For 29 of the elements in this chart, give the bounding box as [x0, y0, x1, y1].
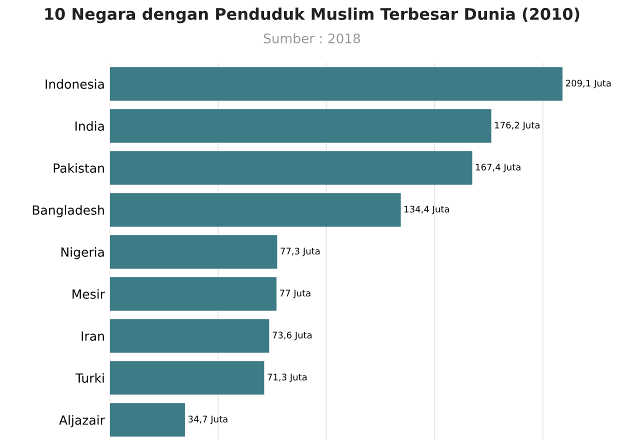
y-tick-label: Mesir — [72, 289, 105, 299]
bar — [110, 109, 492, 143]
bar — [110, 277, 277, 311]
bar — [110, 235, 278, 269]
bar — [110, 151, 472, 185]
bar — [110, 361, 264, 395]
data-label: 134,4 Juta — [404, 206, 449, 214]
bar — [110, 193, 401, 227]
data-label: 167,4 Juta — [476, 164, 520, 172]
data-label: 71,3 Juta — [268, 374, 307, 382]
y-tick-label: Indonesia — [46, 79, 104, 89]
y-tick-label: Bangladesh — [32, 205, 104, 218]
y-tick-label: Iran — [82, 332, 104, 341]
data-label: 176,2 Juta — [495, 122, 540, 130]
chart-subtitle: Sumber : 2018 — [264, 33, 360, 44]
data-label: 73,6 Juta — [272, 332, 312, 340]
y-tick-label: Pakistan — [54, 163, 104, 173]
data-label: 77,3 Juta — [280, 248, 320, 256]
data-label: 34,7 Juta — [188, 416, 228, 424]
data-label: 209,1 Juta — [566, 80, 611, 88]
y-tick-label: India — [76, 121, 104, 131]
bar — [110, 67, 563, 101]
y-tick-label: Nigeria — [61, 247, 104, 260]
chart-title: 10 Negara dengan Penduduk Muslim Terbesar Dunia (2010) — [45, 8, 580, 24]
bar — [110, 319, 270, 353]
y-tick-label: Turki — [75, 373, 104, 383]
bar — [110, 403, 185, 437]
data-label: 77 Juta — [280, 290, 310, 298]
y-tick-label: Aljazair — [59, 415, 105, 428]
